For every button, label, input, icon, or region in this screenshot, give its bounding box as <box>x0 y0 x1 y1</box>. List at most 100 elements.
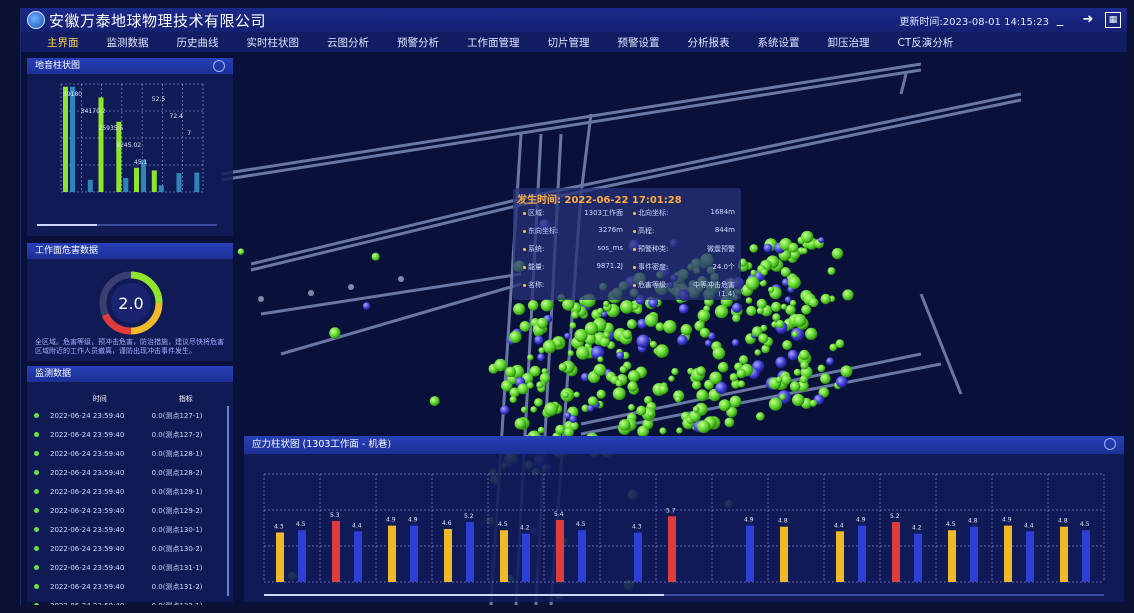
event-point[interactable] <box>663 320 677 334</box>
event-point[interactable] <box>636 405 647 416</box>
event-point[interactable] <box>718 399 731 412</box>
panel-menu-icon[interactable] <box>1104 438 1116 450</box>
event-point[interactable] <box>793 368 802 376</box>
event-point[interactable] <box>780 374 792 385</box>
menu-item-report[interactable]: 分析报表 <box>687 36 730 49</box>
event-point[interactable] <box>750 269 757 276</box>
event-point[interactable] <box>792 331 799 338</box>
event-point[interactable] <box>836 376 848 388</box>
event-point[interactable] <box>715 381 728 394</box>
event-point[interactable] <box>805 327 818 340</box>
event-point[interactable] <box>799 349 810 361</box>
event-point[interactable] <box>636 334 650 348</box>
event-point[interactable] <box>751 326 763 337</box>
event-point[interactable] <box>739 355 749 365</box>
event-point[interactable] <box>539 372 551 384</box>
event-point[interactable] <box>712 347 726 360</box>
event-point[interactable] <box>627 381 638 392</box>
event-point[interactable] <box>329 327 341 339</box>
event-point[interactable] <box>745 297 753 304</box>
menu-item-slice-mgmt[interactable]: 切片管理 <box>547 36 590 49</box>
event-point[interactable] <box>514 417 527 430</box>
event-point[interactable] <box>792 393 805 407</box>
event-point[interactable] <box>494 358 507 372</box>
event-point[interactable] <box>628 370 640 383</box>
event-point[interactable] <box>775 376 783 383</box>
event-point[interactable] <box>842 289 854 301</box>
event-point[interactable] <box>527 354 534 361</box>
event-point[interactable] <box>616 351 625 360</box>
event-point[interactable] <box>597 307 604 314</box>
event-point[interactable] <box>692 380 702 390</box>
menu-item-home[interactable]: 主界面 <box>47 36 79 49</box>
event-point[interactable] <box>788 242 799 253</box>
table-row[interactable]: 2022-06-24 23:59:40 0.0(测点127-2) <box>33 425 221 444</box>
event-point[interactable] <box>571 311 579 319</box>
event-point[interactable] <box>771 301 782 312</box>
event-point[interactable] <box>622 329 632 340</box>
event-point[interactable] <box>540 299 553 312</box>
event-point[interactable] <box>696 389 709 402</box>
event-point[interactable] <box>564 412 572 419</box>
table-row[interactable]: 2022-06-24 23:59:40 0.0(测点128-2) <box>33 463 221 482</box>
menu-item-cloud-analysis[interactable]: 云图分析 <box>327 36 369 49</box>
event-point[interactable] <box>779 393 786 401</box>
event-point[interactable] <box>717 361 729 373</box>
event-point[interactable] <box>801 230 814 244</box>
event-point[interactable] <box>648 297 659 308</box>
event-point[interactable] <box>637 318 648 329</box>
event-point[interactable] <box>513 303 526 316</box>
event-point[interactable] <box>534 398 543 407</box>
table-row[interactable]: 2022-06-24 23:59:40 0.0(测点127-1) <box>33 406 221 425</box>
table-row[interactable]: 2022-06-24 23:59:40 0.0(测点131-1) <box>33 558 221 577</box>
event-point[interactable] <box>746 305 757 316</box>
event-point[interactable] <box>597 356 604 363</box>
event-point[interactable] <box>537 353 545 362</box>
event-point[interactable] <box>237 248 245 255</box>
event-point[interactable] <box>644 313 658 327</box>
event-point[interactable] <box>675 396 682 403</box>
event-point[interactable] <box>789 381 801 392</box>
event-point[interactable] <box>709 371 722 385</box>
event-point[interactable] <box>621 351 630 360</box>
event-point[interactable] <box>758 333 769 344</box>
event-point[interactable] <box>581 404 590 413</box>
event-point[interactable] <box>590 345 605 360</box>
event-point[interactable] <box>696 366 706 376</box>
event-point[interactable] <box>680 324 692 336</box>
event-point[interactable] <box>668 375 675 382</box>
event-point[interactable] <box>732 314 741 323</box>
event-point[interactable] <box>626 319 637 330</box>
event-point[interactable] <box>801 247 808 254</box>
menu-item-history-curve[interactable]: 历史曲线 <box>176 36 219 49</box>
event-point[interactable] <box>429 396 440 407</box>
event-point[interactable] <box>612 387 626 401</box>
event-point[interactable] <box>500 405 510 415</box>
menu-item-pressure-relief[interactable]: 卸压治理 <box>827 36 870 49</box>
event-point[interactable] <box>603 331 610 339</box>
event-point[interactable] <box>780 267 791 277</box>
event-point[interactable] <box>536 381 544 389</box>
monitor-scrollbar[interactable] <box>227 406 229 596</box>
event-point[interactable] <box>772 313 781 322</box>
event-point[interactable] <box>541 368 548 375</box>
event-point[interactable] <box>729 395 742 408</box>
event-point[interactable] <box>775 356 787 368</box>
menu-item-ct-inversion[interactable]: CT反演分析 <box>897 36 954 49</box>
event-point[interactable] <box>569 415 577 423</box>
event-point[interactable] <box>749 244 759 253</box>
event-point[interactable] <box>576 346 590 360</box>
event-point[interactable] <box>637 425 649 438</box>
event-point[interactable] <box>371 252 380 261</box>
event-point[interactable] <box>731 379 741 389</box>
event-point[interactable] <box>647 410 655 418</box>
event-point[interactable] <box>787 275 801 289</box>
event-point[interactable] <box>658 384 669 395</box>
event-point[interactable] <box>689 410 701 423</box>
event-point[interactable] <box>526 382 534 389</box>
event-point[interactable] <box>362 302 371 310</box>
event-point[interactable] <box>756 307 764 315</box>
event-point[interactable] <box>601 311 608 318</box>
event-point[interactable] <box>671 368 679 376</box>
event-point[interactable] <box>655 322 665 332</box>
